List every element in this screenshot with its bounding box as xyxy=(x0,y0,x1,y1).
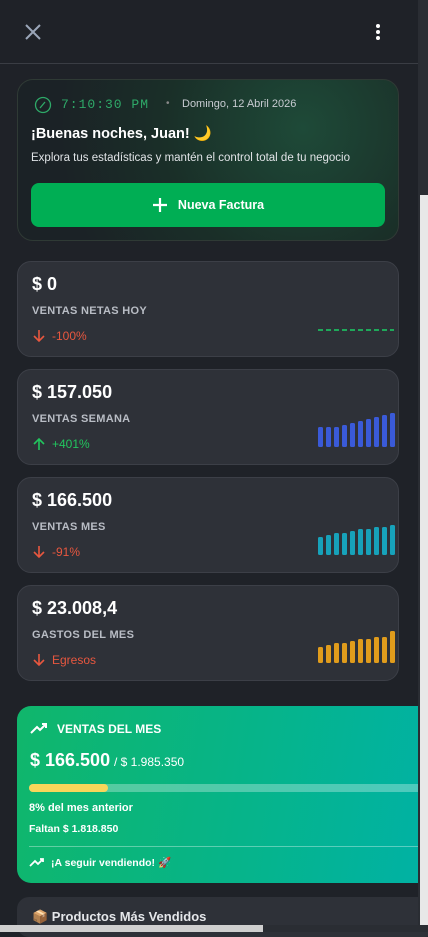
sparkline xyxy=(318,525,395,555)
spark-bar xyxy=(342,643,347,663)
clock-icon xyxy=(34,96,52,114)
greeting-subtitle: Explora tus estadísticas y mantén el con… xyxy=(31,152,350,164)
sparkline xyxy=(318,413,395,447)
separator: • xyxy=(166,98,170,109)
horizontal-scroll-thumb[interactable] xyxy=(0,925,263,932)
spark-bar xyxy=(334,533,339,555)
spark-bar xyxy=(326,427,331,447)
button-label: Nueva Factura xyxy=(177,198,265,212)
spark-bar xyxy=(334,643,339,663)
spark-bar xyxy=(342,425,347,447)
stat-label: VENTAS SEMANA xyxy=(32,413,131,425)
spark-bar xyxy=(342,533,347,555)
vertical-scroll-thumb[interactable] xyxy=(420,195,428,925)
stat-change: +401% xyxy=(52,437,90,451)
monthly-amount: $ 166.500 xyxy=(30,750,111,770)
spark-bar xyxy=(334,427,339,447)
date: Domingo, 12 Abril 2026 xyxy=(182,98,297,110)
monthly-sales-card xyxy=(17,706,428,883)
stat-label: VENTAS MES xyxy=(32,521,106,533)
spark-bar xyxy=(358,529,363,555)
spark-bar xyxy=(350,641,355,663)
spark-bar xyxy=(366,529,371,555)
divider xyxy=(29,846,428,847)
top-products-title: 📦 Productos Más Vendidos xyxy=(32,909,207,924)
spark-bar xyxy=(390,525,395,555)
close-button[interactable] xyxy=(24,23,42,41)
spark-bar xyxy=(382,637,387,663)
spark-bar xyxy=(390,413,395,447)
stat-value: $ 157.050 xyxy=(32,382,113,402)
stat-card xyxy=(17,585,399,681)
spark-bar xyxy=(366,419,371,447)
top-bar xyxy=(0,0,418,64)
spark-bar xyxy=(358,639,363,663)
stat-change: -91% xyxy=(52,545,81,559)
stat-value: $ 23.008,4 xyxy=(32,598,118,618)
spark-bar xyxy=(358,421,363,447)
spark-bar xyxy=(318,427,323,447)
arrow-icon xyxy=(33,654,45,667)
spark-bar xyxy=(318,647,323,663)
spark-bar xyxy=(382,527,387,555)
stat-card xyxy=(17,369,399,465)
arrow-icon xyxy=(33,437,45,450)
trend-icon-small xyxy=(29,858,44,867)
arrow-icon xyxy=(33,330,45,343)
spark-bar xyxy=(318,537,323,555)
menu-button[interactable] xyxy=(374,22,382,42)
monthly-target: / $ 1.985.350 xyxy=(114,755,185,769)
spark-bar xyxy=(326,535,331,555)
progress-note: 8% del mes anterior xyxy=(29,802,133,814)
remaining: Faltan $ 1.818.850 xyxy=(29,823,119,835)
monthly-title: VENTAS DEL MES xyxy=(57,722,162,736)
spark-bar xyxy=(366,639,371,663)
new-invoice-button[interactable]: Nueva Factura xyxy=(31,183,385,227)
plus-icon xyxy=(152,198,167,212)
spark-bar xyxy=(390,631,395,663)
progress-track xyxy=(29,784,428,792)
stat-card xyxy=(17,261,399,357)
spark-bar xyxy=(374,637,379,663)
stat-value: $ 166.500 xyxy=(32,490,113,510)
arrow-icon xyxy=(33,546,45,559)
sparkline xyxy=(318,631,395,663)
stat-label: GASTOS DEL MES xyxy=(32,629,135,641)
spark-bar xyxy=(350,531,355,555)
stat-value: $ 0 xyxy=(32,274,58,294)
stat-label: VENTAS NETAS HOY xyxy=(32,305,148,317)
clock-time: 7:10:30 PM xyxy=(61,97,150,112)
trend-icon xyxy=(30,723,47,734)
greeting-title: ¡Buenas noches, Juan! 🌙 xyxy=(31,126,212,142)
spark-bar xyxy=(374,527,379,555)
monthly-footer: ¡A seguir vendiendo! 🚀 xyxy=(51,857,172,869)
stat-change: -100% xyxy=(52,329,87,343)
spark-bar xyxy=(350,423,355,447)
spark-bar xyxy=(382,415,387,447)
sparkline xyxy=(318,329,394,331)
spark-bar xyxy=(326,645,331,663)
stat-change: Egresos xyxy=(52,653,97,667)
spark-bar xyxy=(374,417,379,447)
stat-card xyxy=(17,477,399,573)
progress-fill xyxy=(29,784,108,792)
